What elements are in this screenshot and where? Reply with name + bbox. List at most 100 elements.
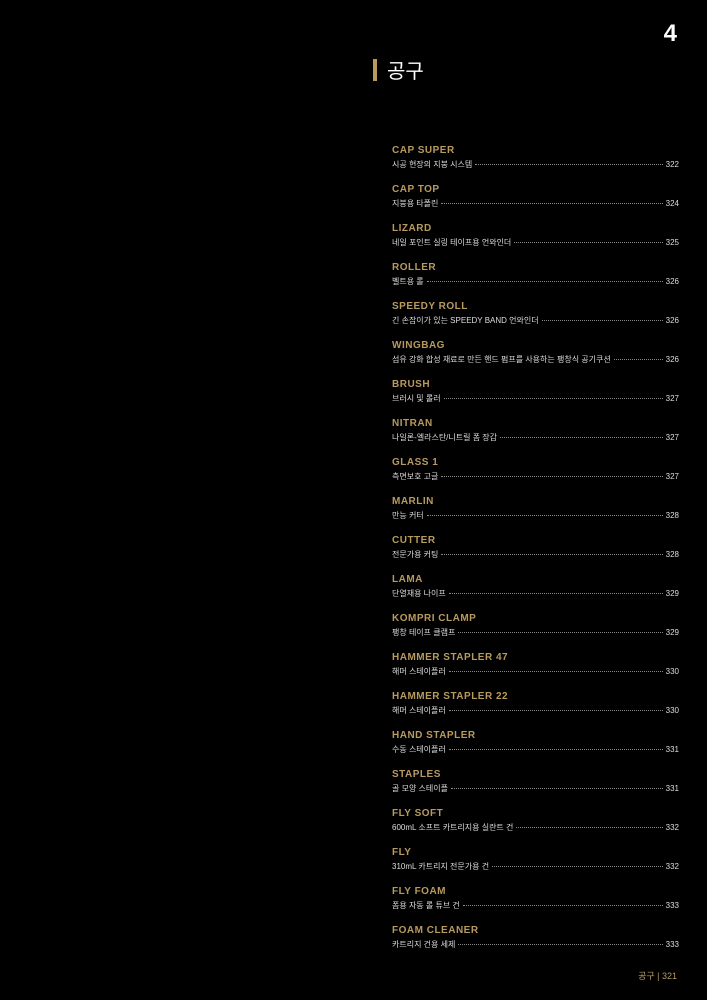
toc-entry-desc: 골 모양 스테이플	[392, 783, 448, 794]
toc-dots	[449, 593, 663, 594]
toc-entry: KOMPRI CLAMP 팽창 테이프 클램프 329	[392, 613, 679, 638]
toc-entry-name: GLASS 1	[392, 457, 679, 468]
toc-entry-name: HAMMER STAPLER 22	[392, 691, 679, 702]
toc-entry-name: STAPLES	[392, 769, 679, 780]
toc-entry-name: CAP SUPER	[392, 145, 679, 156]
page-number: 4	[664, 20, 677, 48]
toc-entry-row: 브러시 및 롤러327	[392, 393, 679, 404]
toc-entry-desc: 긴 손잡이가 있는 SPEEDY BAND 언와인더	[392, 315, 539, 326]
toc-dots	[449, 749, 663, 750]
toc-entry-page: 325	[666, 238, 679, 247]
toc-entry-row: 측면보호 고글 327	[392, 471, 679, 482]
section-title-wrap: 공구	[373, 55, 424, 84]
toc-entry-desc: 브러시 및 롤러	[392, 393, 441, 404]
toc-entry-name: KOMPRI CLAMP	[392, 613, 679, 624]
toc-entry-name: WINGBAG	[392, 340, 679, 351]
accent-bar	[373, 59, 377, 81]
toc-entry-row: 섬유 강화 합성 재료로 만든 핸드 펌프를 사용하는 팽창식 공기쿠션 326	[392, 354, 679, 365]
toc-entry-name: LIZARD	[392, 223, 679, 234]
toc-entry-desc: 측면보호 고글	[392, 471, 438, 482]
toc-entry-page: 331	[666, 745, 679, 754]
toc-dots	[444, 398, 663, 399]
toc-entry-row: 310mL 카트리지 전문가용 건 332	[392, 861, 679, 872]
toc-entry-desc: 팽창 테이프 클램프	[392, 627, 455, 638]
toc-entry-name: FLY FOAM	[392, 886, 679, 897]
toc-entry: FLY310mL 카트리지 전문가용 건332	[392, 847, 679, 872]
toc-entry-page: 326	[666, 355, 679, 364]
toc-entry-desc: 지붕용 타폴린	[392, 198, 438, 209]
toc-dots	[441, 476, 662, 477]
toc-entry-row: 벨트용 롤326	[392, 276, 679, 287]
toc-entry-name: HAND STAPLER	[392, 730, 679, 741]
toc-dots	[463, 905, 663, 906]
toc-entry: SPEEDY ROLL긴 손잡이가 있는 SPEEDY BAND 언와인더326	[392, 301, 679, 326]
toc-dots	[514, 242, 662, 243]
toc-dots	[441, 203, 662, 204]
toc-entry-row: 나일론-엘라스탄/니트릴 폼 장갑327	[392, 432, 679, 443]
toc-entry-desc: 단열재용 나이프	[392, 588, 446, 599]
toc-entry-desc: 폼용 자동 롤 튜브 건	[392, 900, 460, 911]
toc-entry: HAMMER STAPLER 22 해머 스테이플러330	[392, 691, 679, 716]
toc-entry-desc: 카트리지 건용 세제	[392, 939, 455, 950]
toc-entry-name: CUTTER	[392, 535, 679, 546]
toc-entry-row: 만능 커터 328	[392, 510, 679, 521]
toc-entry-row: 골 모양 스테이플 331	[392, 783, 679, 794]
toc-entry: FLY SOFT 600mL 소프트 카트리지용 실란트 건 332	[392, 808, 679, 833]
toc-dots	[427, 515, 663, 516]
toc-entry-row: 폼용 자동 롤 튜브 건 333	[392, 900, 679, 911]
toc-entry-page: 332	[666, 862, 679, 871]
toc-entry-page: 324	[666, 199, 679, 208]
toc-entry-row: 카트리지 건용 세제 333	[392, 939, 679, 950]
toc-entry-page: 327	[666, 472, 679, 481]
toc-entry-desc: 310mL 카트리지 전문가용 건	[392, 861, 489, 872]
toc-entry-row: 단열재용 나이프 329	[392, 588, 679, 599]
toc-entry-row: 수동 스테이플러 331	[392, 744, 679, 755]
toc-entry-row: 해머 스테이플러330	[392, 705, 679, 716]
toc-entry-row: 해머 스테이플러330	[392, 666, 679, 677]
toc-dots	[449, 710, 663, 711]
toc-entry: LIZARD 네일 포인트 실링 테이프용 언와인더 325	[392, 223, 679, 248]
toc-entry: CAP SUPER시공 현장의 지붕 시스템322	[392, 145, 679, 170]
toc-entry-desc: 600mL 소프트 카트리지용 실란트 건	[392, 822, 513, 833]
section-title: 공구	[387, 55, 424, 84]
toc-entry-desc: 시공 현장의 지붕 시스템	[392, 159, 472, 170]
toc-entry: BRUSH브러시 및 롤러327	[392, 379, 679, 404]
toc-entry-page: 329	[666, 589, 679, 598]
toc-entry-row: 전문가용 커팅328	[392, 549, 679, 560]
toc-entry: CAP TOP지붕용 타폴린324	[392, 184, 679, 209]
toc-entry: WINGBAG 섬유 강화 합성 재료로 만든 핸드 펌프를 사용하는 팽창식 공…	[392, 340, 679, 365]
toc-entry-name: ROLLER	[392, 262, 679, 273]
toc-entry: MARLIN만능 커터328	[392, 496, 679, 521]
toc-entry-desc: 네일 포인트 실링 테이프용 언와인더	[392, 237, 511, 248]
toc-entry-row: 600mL 소프트 카트리지용 실란트 건 332	[392, 822, 679, 833]
toc-entry-page: 331	[666, 784, 679, 793]
toc-entry: CUTTER 전문가용 커팅328	[392, 535, 679, 560]
toc-entry-page: 332	[666, 823, 679, 832]
toc-entry-row: 네일 포인트 실링 테이프용 언와인더 325	[392, 237, 679, 248]
toc-dots	[614, 359, 663, 360]
toc-entry-page: 330	[666, 706, 679, 715]
toc-entry-name: HAMMER STAPLER 47	[392, 652, 679, 663]
toc-entry-desc: 만능 커터	[392, 510, 424, 521]
toc-entry: ROLLER 벨트용 롤326	[392, 262, 679, 287]
toc-entry-row: 지붕용 타폴린 324	[392, 198, 679, 209]
toc-dots	[516, 827, 662, 828]
toc-entry-page: 328	[666, 511, 679, 520]
toc-entry: FLY FOAM 폼용 자동 롤 튜브 건 333	[392, 886, 679, 911]
toc-entry: HAND STAPLER 수동 스테이플러 331	[392, 730, 679, 755]
toc-entry-page: 333	[666, 901, 679, 910]
toc-entry-name: LAMA	[392, 574, 679, 585]
toc-entry-name: FLY SOFT	[392, 808, 679, 819]
toc-entry: HAMMER STAPLER 47 해머 스테이플러330	[392, 652, 679, 677]
toc-dots	[492, 866, 663, 867]
toc-entry-row: 팽창 테이프 클램프 329	[392, 627, 679, 638]
toc-entry-desc: 수동 스테이플러	[392, 744, 446, 755]
toc-entry-desc: 나일론-엘라스탄/니트릴 폼 장갑	[392, 432, 497, 443]
toc-entry-page: 329	[666, 628, 679, 637]
toc-entry-name: FOAM CLEANER	[392, 925, 679, 936]
toc-dots	[475, 164, 662, 165]
toc-entry-page: 333	[666, 940, 679, 949]
toc-entry-page: 328	[666, 550, 679, 559]
toc-entry: NITRAN나일론-엘라스탄/니트릴 폼 장갑327	[392, 418, 679, 443]
toc-entry-desc: 섬유 강화 합성 재료로 만든 핸드 펌프를 사용하는 팽창식 공기쿠션	[392, 354, 611, 365]
